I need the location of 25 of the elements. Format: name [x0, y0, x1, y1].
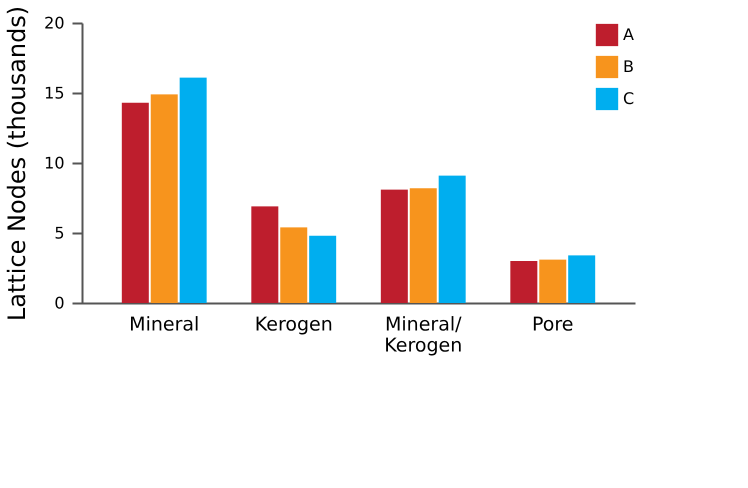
y-tick-label: 10: [44, 154, 64, 172]
bar: [539, 260, 566, 303]
bar: [122, 102, 149, 303]
bar: [180, 78, 207, 303]
y-axis-title: Lattice Nodes (thousands): [3, 6, 32, 322]
bar: [150, 94, 178, 303]
bar: [510, 261, 538, 303]
x-tick-label: Kerogen: [254, 314, 333, 336]
bar: [309, 236, 336, 303]
bar: [251, 206, 278, 303]
legend-label: A: [623, 25, 634, 44]
bar: [410, 188, 437, 303]
bar: [380, 190, 408, 303]
bar: [438, 176, 466, 303]
x-tick-label: Mineral/ Kerogen: [384, 314, 462, 356]
y-tick-label: 20: [44, 14, 64, 32]
y-tick-label: 5: [54, 224, 64, 242]
x-tick-label: Mineral: [129, 314, 200, 336]
legend-label: B: [623, 57, 634, 76]
bar: [568, 255, 596, 303]
y-tick-label: 15: [44, 84, 64, 102]
y-tick-label: 0: [54, 294, 64, 312]
legend-label: C: [623, 89, 634, 108]
bar: [280, 227, 308, 303]
x-tick-label: Pore: [532, 314, 574, 336]
